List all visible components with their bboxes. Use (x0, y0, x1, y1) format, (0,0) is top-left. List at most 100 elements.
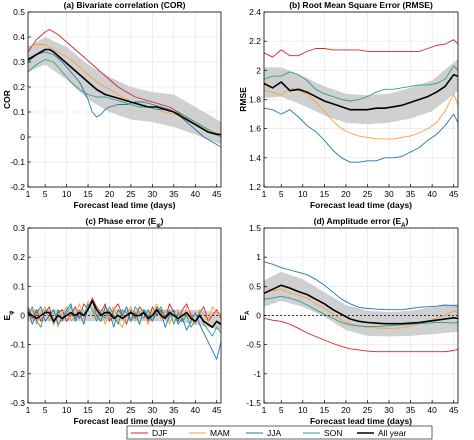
series-line-all-year (27, 300, 222, 329)
y-axis-label: RMSE (238, 87, 248, 112)
x-tick-label: 35 (406, 405, 416, 415)
x-tick-label: 40 (427, 405, 437, 415)
y-tick-label: 0.5 (249, 281, 261, 291)
y-tick-label: 2 (256, 65, 261, 75)
panel-3: 1 5 10 15 20 25 30 35 40 45-1.5-1-0.500.511.5(d) … (238, 216, 459, 426)
x-tick-label: 1 (262, 189, 267, 199)
y-tick-label: 1 (256, 252, 261, 262)
legend-label: JJA (267, 428, 282, 438)
y-tick-label: 0.2 (13, 82, 25, 92)
axes-frame (27, 11, 222, 188)
y-tick-label: 0.1 (13, 107, 25, 117)
x-tick-label: 45 (449, 405, 459, 415)
x-tick-label: 15 (83, 189, 93, 199)
y-tick-label: 2.4 (249, 7, 261, 17)
y-tick-label: 0.2 (13, 252, 25, 262)
x-tick-label: 40 (191, 405, 201, 415)
x-tick-label: 45 (212, 405, 222, 415)
x-tick-label: 25 (363, 405, 373, 415)
x-tick-label: 20 (105, 189, 115, 199)
legend-label: SON (324, 428, 342, 438)
x-tick-label: 30 (148, 189, 158, 199)
legend-label: All year (378, 428, 407, 438)
y-tick-label: 0 (20, 132, 25, 142)
series-line-son (27, 303, 222, 337)
x-tick-label: 10 (298, 189, 308, 199)
y-tick-label: -0.3 (10, 398, 25, 408)
x-tick-label: 40 (427, 189, 437, 199)
y-tick-label: -0.2 (10, 369, 25, 379)
x-tick-label: 45 (212, 189, 222, 199)
legend-label: MAM (210, 428, 230, 438)
panel-title: (c) Phase error (Eφ) (85, 216, 163, 229)
y-tick-label: -1 (253, 369, 261, 379)
y-tick-label: 2.2 (249, 36, 261, 46)
x-tick-label: 25 (126, 405, 136, 415)
panel-title: (b) Root Mean Square Error (RMSE) (289, 0, 433, 10)
x-tick-label: 30 (384, 189, 394, 199)
panel-0: 1 5 10 15 20 25 30 35 40 45-0.2-0.100.10.20.30.40… (2, 0, 222, 210)
series-line-jja (27, 51, 222, 148)
series-line-all-year (263, 73, 459, 111)
series-line-all-year (27, 48, 221, 136)
x-tick-label: 5 (279, 189, 284, 199)
x-tick-label: 5 (279, 405, 284, 415)
x-tick-label: 40 (191, 189, 201, 199)
y-tick-label: 0 (20, 311, 25, 321)
x-tick-label: 1 (26, 405, 31, 415)
panel-1: 1 5 10 15 20 25 30 35 40 451.21.41.61.822.22.4(b)… (238, 0, 459, 210)
panel-title: (a) Bivariate correlation (COR) (64, 0, 186, 10)
panel-2: 1 5 10 15 20 25 30 35 40 45-0.3-0.2-0.100.10.20.3… (2, 216, 222, 426)
series-line-son (27, 59, 222, 138)
y-tick-label: 0.1 (13, 281, 25, 291)
x-tick-label: 20 (105, 405, 115, 415)
y-tick-label: 0.5 (13, 7, 25, 17)
x-axis-label: Forecast lead time (days) (73, 200, 175, 210)
spread-band (264, 58, 458, 125)
y-tick-label: 0 (256, 311, 261, 321)
y-tick-label: -0.1 (10, 340, 25, 350)
legend-box (126, 425, 433, 440)
y-tick-label: -0.2 (10, 182, 25, 192)
x-axis-label: Forecast lead time (days) (310, 416, 412, 426)
x-tick-label: 15 (320, 405, 330, 415)
y-axis-label: EA (238, 310, 251, 321)
x-tick-label: 35 (169, 189, 179, 199)
x-tick-label: 10 (62, 405, 72, 415)
y-tick-label: 1.6 (249, 124, 261, 134)
x-tick-label: 5 (43, 189, 48, 199)
y-axis-label: COR (2, 90, 12, 109)
series-line-all-year (263, 284, 459, 325)
spread-band (264, 271, 458, 337)
series-line-son (263, 65, 459, 102)
y-tick-label: 0.3 (13, 57, 25, 67)
series-line-mam (27, 300, 222, 328)
x-tick-label: 30 (384, 405, 394, 415)
x-tick-label: 15 (83, 405, 93, 415)
x-axis-label: Forecast lead time (days) (73, 416, 175, 426)
x-axis-label: Forecast lead time (days) (310, 200, 412, 210)
y-tick-label: -0.5 (246, 340, 261, 350)
x-tick-label: 20 (341, 405, 351, 415)
y-tick-label: 0.4 (13, 32, 25, 42)
series-line-jja (263, 261, 459, 311)
series-line-jja (27, 300, 222, 360)
series-line-jja (263, 107, 459, 163)
x-tick-label: 35 (169, 405, 179, 415)
y-tick-label: 1.2 (249, 182, 261, 192)
x-tick-label: 20 (341, 189, 351, 199)
panel-title: (d) Amplitude error (EA) (314, 216, 409, 229)
y-tick-label: 1.8 (249, 95, 261, 105)
y-tick-label: -1.5 (246, 398, 261, 408)
x-tick-label: 15 (320, 189, 330, 199)
x-tick-label: 25 (363, 189, 373, 199)
x-tick-label: 1 (26, 189, 31, 199)
series-line-son (263, 295, 459, 328)
x-tick-label: 35 (406, 189, 416, 199)
y-axis-label: Eφ (2, 310, 15, 321)
legend-label: DJF (152, 428, 168, 438)
x-tick-label: 30 (148, 405, 158, 415)
x-tick-label: 5 (43, 405, 48, 415)
y-tick-label: 0.3 (13, 223, 25, 233)
